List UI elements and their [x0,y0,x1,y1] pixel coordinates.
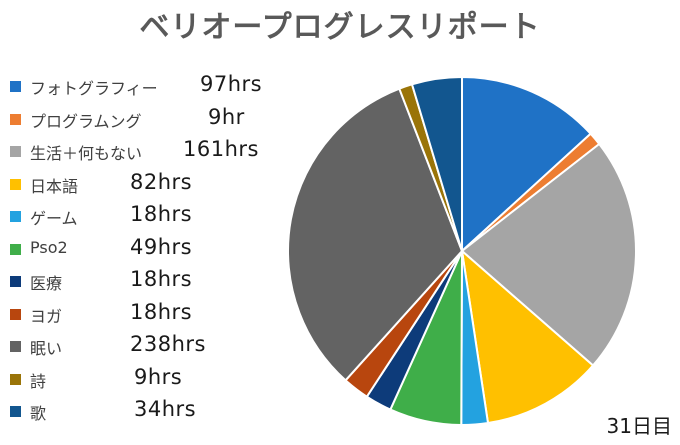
legend-item: Pso2 49hrs [8,235,308,265]
legend-swatch [10,113,21,125]
legend-item: 歌 34hrs [8,397,308,427]
legend-swatch [10,276,21,287]
legend-label: Pso2 [30,237,68,257]
legend-item: 詩 9hrs [8,365,308,395]
legend-item: ゲーム 18hrs [8,202,308,232]
legend-label: ヨガ [30,306,63,326]
legend-value: 49hrs [130,234,193,259]
legend-swatch [10,178,21,190]
legend-swatch [10,146,21,157]
legend-swatch [10,211,21,222]
legend-label: 歌 [30,404,47,423]
pie-slice [410,75,463,252]
legend-value: 34hrs [134,397,197,421]
legend-item: 生活＋何もない 161hrs [8,137,308,167]
legend-swatch [10,308,21,320]
legend-label: 眠い [30,339,63,358]
legend-value: 18hrs [130,299,193,324]
legend-value: 97hrs [200,72,263,96]
legend-label: 詩 [30,371,47,391]
legend-label: 生活＋何もない [30,144,143,163]
legend-swatch [10,81,21,92]
legend-value: 9hrs [134,364,183,389]
legend-item: 医療 18hrs [8,267,308,297]
legend-value: 161hrs [183,137,259,161]
legend-label: プログラムング [30,111,142,131]
legend-item: プログラムング 9hr [8,105,308,135]
pie-slice [460,248,595,425]
legend-label: フォトグラフィー [30,79,158,98]
legend-value: 82hrs [130,169,193,194]
legend-value: 18hrs [130,267,193,291]
legend-swatch [10,243,21,255]
legend-swatch [10,373,21,385]
legend-value: 238hrs [130,332,206,356]
legend-item: フォトグラフィー 97hrs [8,72,308,102]
legend-item: 日本語 82hrs [8,170,308,200]
pie-slice [460,142,637,367]
legend-label: ゲーム [30,209,78,228]
chart-title: ベリオープログレスリポート [139,10,541,45]
legend-swatch [10,406,21,417]
legend-item: ヨガ 18hrs [8,300,308,330]
legend-item: 眠い 238hrs [8,332,308,362]
pie-slice [287,87,464,382]
legend-swatch [10,341,21,352]
pie-slice [461,75,592,254]
legend-value: 18hrs [130,202,193,226]
legend-value: 9hr [208,104,245,129]
legend-label: 日本語 [30,176,79,196]
legend-label: 医療 [30,274,63,293]
day-counter: 31日目 [606,414,672,438]
